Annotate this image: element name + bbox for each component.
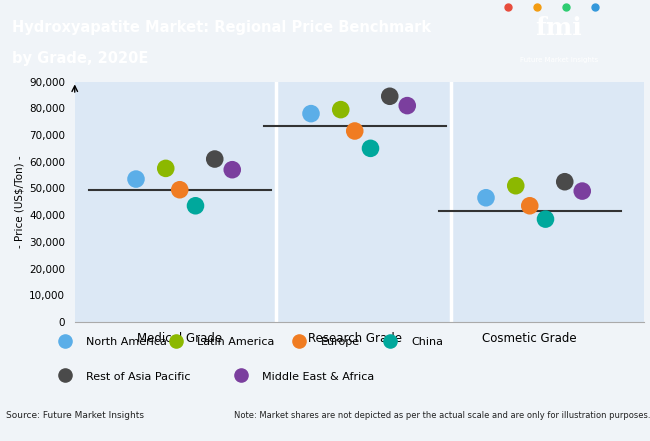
Text: Future Market Insights: Future Market Insights bbox=[520, 56, 598, 63]
Point bbox=[525, 202, 535, 209]
Point bbox=[175, 186, 185, 193]
Bar bbox=[276, 82, 451, 322]
Text: Note: Market shares are not depicted as per the actual scale and are only for il: Note: Market shares are not depicted as … bbox=[234, 411, 650, 420]
Text: Source: Future Market Insights: Source: Future Market Insights bbox=[6, 411, 144, 420]
Point bbox=[209, 156, 220, 163]
Point bbox=[540, 216, 551, 223]
Text: Europe: Europe bbox=[320, 337, 359, 348]
Point bbox=[577, 187, 588, 194]
Point bbox=[402, 102, 413, 109]
Text: Hydroxyapatite Market: Regional Price Benchmark: Hydroxyapatite Market: Regional Price Be… bbox=[12, 20, 431, 35]
Point bbox=[481, 194, 491, 201]
Y-axis label: - Price (US$/Ton) -: - Price (US$/Ton) - bbox=[15, 155, 25, 248]
Point bbox=[131, 176, 141, 183]
Text: China: China bbox=[411, 337, 443, 348]
Point bbox=[306, 110, 316, 117]
Bar bbox=[75, 82, 276, 322]
Point bbox=[227, 166, 237, 173]
Bar bbox=[451, 82, 644, 322]
Point bbox=[510, 182, 521, 189]
Point bbox=[560, 178, 570, 185]
Text: fmi: fmi bbox=[536, 15, 582, 40]
Text: by Grade, 2020E: by Grade, 2020E bbox=[12, 51, 148, 66]
Point bbox=[190, 202, 201, 209]
Point bbox=[161, 165, 171, 172]
Point bbox=[350, 127, 360, 135]
Text: North America: North America bbox=[86, 337, 167, 348]
Point bbox=[335, 106, 346, 113]
Text: Rest of Asia Pacific: Rest of Asia Pacific bbox=[86, 372, 191, 381]
Text: Latin America: Latin America bbox=[197, 337, 274, 348]
Point bbox=[385, 93, 395, 100]
Text: Middle East & Africa: Middle East & Africa bbox=[262, 372, 374, 381]
Point bbox=[365, 145, 376, 152]
